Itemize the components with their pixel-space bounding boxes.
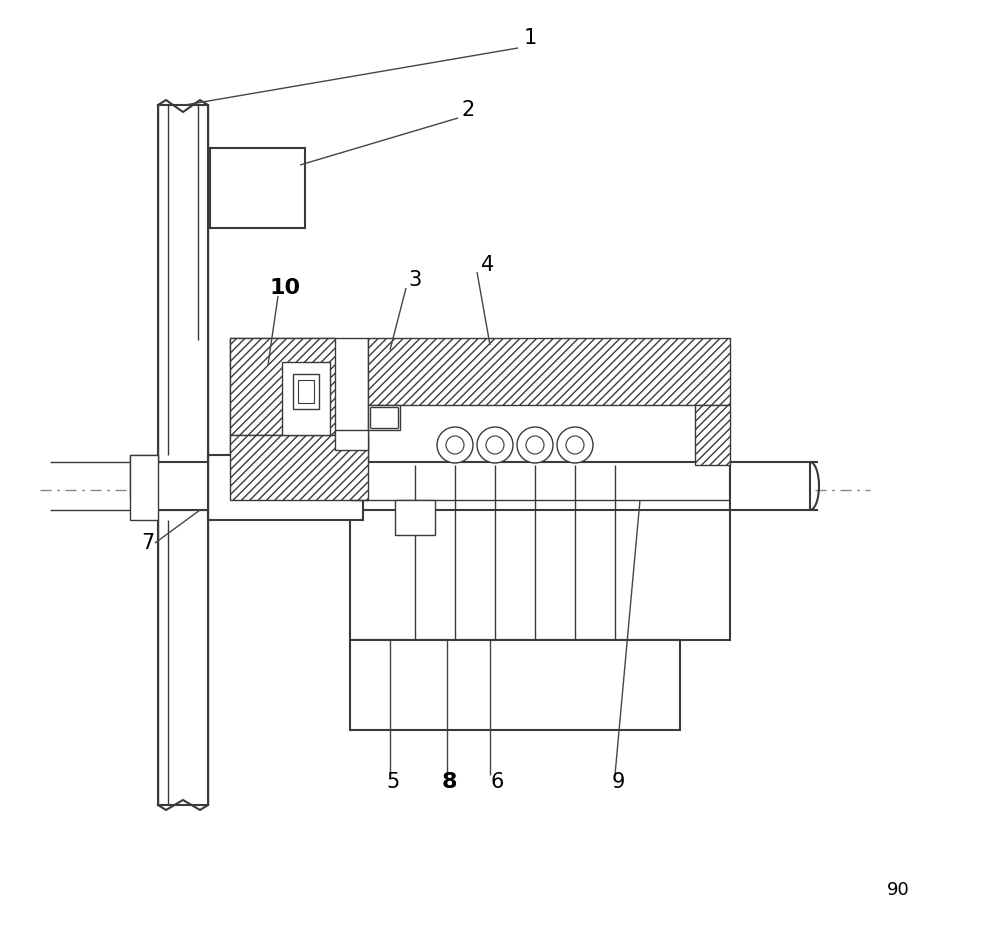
Circle shape <box>526 436 544 454</box>
Bar <box>208 455 363 520</box>
Bar <box>158 510 208 805</box>
Bar <box>298 380 314 403</box>
Bar <box>350 465 730 640</box>
Text: 9: 9 <box>611 772 625 792</box>
Bar <box>695 405 730 465</box>
Bar <box>350 640 680 730</box>
Bar <box>140 462 730 510</box>
Text: 10: 10 <box>269 278 301 298</box>
Circle shape <box>566 436 584 454</box>
Text: 5: 5 <box>386 772 400 792</box>
Bar <box>293 374 319 409</box>
Text: 7: 7 <box>141 533 155 553</box>
Bar <box>210 148 305 228</box>
Text: 2: 2 <box>461 100 475 120</box>
Circle shape <box>486 436 504 454</box>
Text: 4: 4 <box>481 255 495 275</box>
Text: 3: 3 <box>408 270 422 290</box>
Bar <box>230 338 335 435</box>
Bar <box>370 407 398 428</box>
Bar <box>730 462 810 510</box>
Text: 1: 1 <box>523 28 537 48</box>
Bar <box>158 105 208 485</box>
Circle shape <box>446 436 464 454</box>
Bar <box>335 430 368 450</box>
Circle shape <box>477 427 513 463</box>
Circle shape <box>517 427 553 463</box>
Bar <box>395 500 435 535</box>
Bar <box>230 338 368 500</box>
Text: 6: 6 <box>490 772 504 792</box>
Bar <box>282 362 330 435</box>
Circle shape <box>557 427 593 463</box>
Bar <box>368 338 730 405</box>
Bar <box>230 435 368 500</box>
Text: 8: 8 <box>441 772 457 792</box>
Bar <box>130 455 158 497</box>
Text: 90: 90 <box>887 881 909 899</box>
Bar <box>130 455 158 520</box>
Circle shape <box>437 427 473 463</box>
Bar <box>368 405 400 430</box>
